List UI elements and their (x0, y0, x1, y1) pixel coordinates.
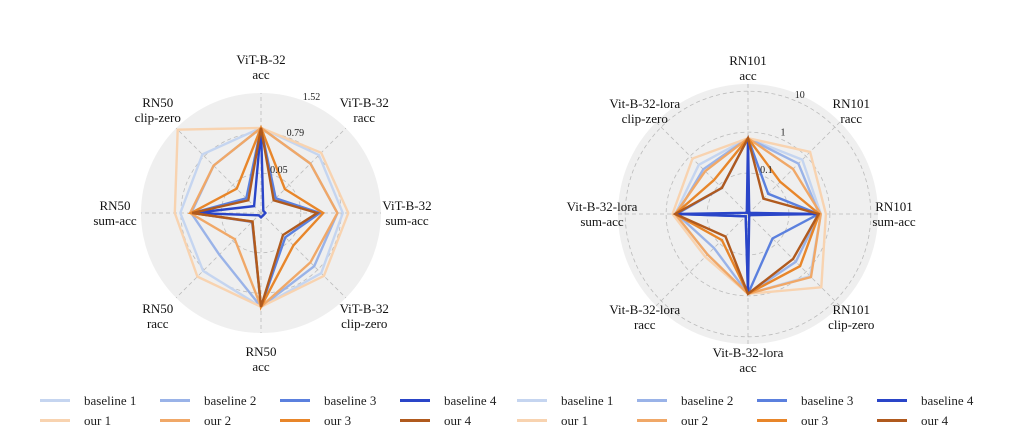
r-tick-label: 0.1 (760, 165, 773, 176)
legend-label: our 4 (921, 412, 949, 428)
legend-label: baseline 4 (921, 392, 974, 408)
legend-item: baseline 4 (390, 392, 510, 409)
legend-swatch (40, 419, 70, 422)
legend-item: baseline 1 (30, 392, 150, 409)
axis-label: ViT-B-32 clip-zero (340, 301, 389, 331)
axis-label: RN101 acc (729, 53, 767, 83)
legend-item: baseline 1 (507, 392, 627, 409)
legend-item: our 3 (747, 412, 867, 429)
legend-item: baseline 3 (270, 392, 390, 409)
legend-swatch (400, 399, 430, 402)
legend-left: baseline 1 baseline 2 baseline 3 baseline 4… (30, 392, 510, 429)
legend-swatch (280, 419, 310, 422)
legend-label: baseline 3 (324, 392, 377, 408)
series-baseline-4 (193, 127, 268, 220)
grid-spoke (655, 121, 749, 215)
axis-label: Vit-B-32-lora racc (609, 302, 680, 332)
axis-label: RN50 acc (245, 344, 276, 374)
legend-right: baseline 1 baseline 2 baseline 3 baseline 4… (507, 392, 987, 429)
legend-item: our 1 (30, 412, 150, 429)
series-our-4 (672, 134, 821, 296)
legend-label: baseline 1 (561, 392, 614, 408)
grid-spoke (260, 212, 347, 299)
legend-swatch (280, 399, 310, 402)
grid-spoke (747, 213, 841, 307)
r-tick-label: 0.79 (287, 128, 305, 139)
axis-label: RN101 clip-zero (828, 302, 874, 332)
legend-swatch (400, 419, 430, 422)
legend-label: our 3 (324, 412, 352, 428)
legend-swatch (160, 419, 190, 422)
axis-label: RN50 racc (142, 301, 173, 331)
legend-label: baseline 2 (681, 392, 734, 408)
r-tick-label: 1 (781, 128, 786, 139)
legend-label: our 3 (801, 412, 829, 428)
legend-swatch (637, 399, 667, 402)
legend-item: baseline 4 (867, 392, 987, 409)
legend-item: baseline 2 (627, 392, 747, 409)
legend-item: our 4 (867, 412, 987, 429)
axis-label: RN101 sum-acc (872, 199, 916, 229)
grid-spoke (175, 127, 262, 214)
legend-item: our 2 (150, 412, 270, 429)
r-tick-label: 0.05 (270, 165, 288, 176)
legend-label: our 2 (681, 412, 709, 428)
legend-swatch (40, 399, 70, 402)
legend-swatch (517, 399, 547, 402)
r-tick-label: 1.52 (303, 92, 321, 103)
axis-label: RN101 racc (832, 96, 870, 126)
grid-ring (665, 131, 831, 297)
legend-swatch (517, 419, 547, 422)
legend-label: our 1 (84, 412, 112, 428)
legend-swatch (757, 419, 787, 422)
axis-label: RN50 clip-zero (135, 95, 181, 125)
radar-chart-2: 0.1 1 10 RN101 acc RN101 racc RN101 sum-acc RN101… (567, 53, 916, 375)
r-tick-label: 10 (795, 90, 805, 101)
legend-item: baseline 2 (150, 392, 270, 409)
legend-label: our 1 (561, 412, 589, 428)
axis-label: ViT-B-32 acc (236, 52, 285, 82)
grid-ring (220, 172, 302, 254)
series-our-4 (192, 127, 321, 308)
axis-label: Vit-B-32-lora acc (713, 345, 784, 375)
legend-item: our 3 (270, 412, 390, 429)
legend-swatch (637, 419, 667, 422)
axis-label: Vit-B-32-lora sum-acc (567, 199, 638, 229)
axis-label: Vit-B-32-lora clip-zero (609, 96, 680, 126)
legend-label: baseline 1 (84, 392, 137, 408)
legend-swatch (160, 399, 190, 402)
radar-chart-1: 0.05 0.79 1.52 ViT-B-32 acc ViT-B-32 racc ViT-B… (93, 52, 431, 374)
legend-label: baseline 2 (204, 392, 257, 408)
axis-label: ViT-B-32 sum-acc (382, 198, 431, 228)
legend-item: our 2 (627, 412, 747, 429)
legend-label: baseline 3 (801, 392, 854, 408)
legend-swatch (877, 399, 907, 402)
legend-swatch (757, 399, 787, 402)
legend-item: baseline 3 (747, 392, 867, 409)
grid-spoke (260, 127, 347, 214)
legend-swatch (877, 419, 907, 422)
legend-label: baseline 4 (444, 392, 497, 408)
legend-label: our 2 (204, 412, 232, 428)
legend-label: our 4 (444, 412, 472, 428)
legend-item: our 1 (507, 412, 627, 429)
grid-spoke (655, 213, 749, 307)
axis-label: ViT-B-32 racc (340, 95, 389, 125)
axis-label: RN50 sum-acc (93, 198, 137, 228)
legend-item: our 4 (390, 412, 510, 429)
